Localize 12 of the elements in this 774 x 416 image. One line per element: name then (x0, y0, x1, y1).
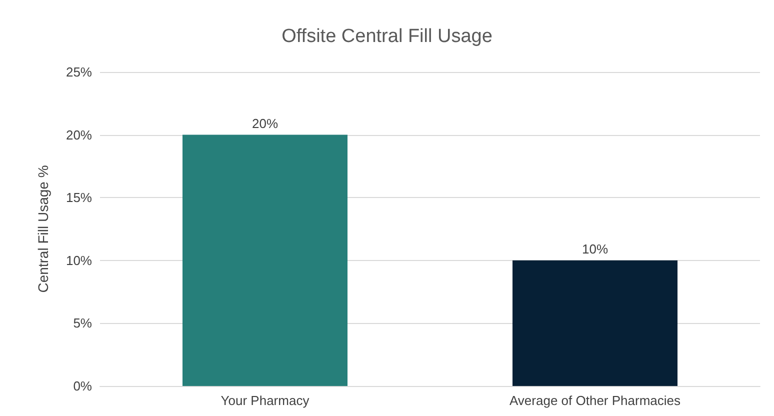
y-tick-label: 0% (73, 378, 92, 394)
y-tick-label: 15% (66, 190, 92, 206)
y-tick-label: 25% (66, 64, 92, 80)
data-label: 10% (582, 241, 608, 256)
y-tick-label: 20% (66, 127, 92, 142)
data-label: 20% (252, 116, 278, 131)
y-tick-label: 10% (66, 252, 92, 268)
x-tick-label: Average of Other Pharmacies (509, 393, 682, 408)
y-axis-title: Central Fill Usage % (35, 165, 51, 293)
chart-title: Offsite Central Fill Usage (282, 26, 492, 47)
y-tick-label: 5% (73, 316, 92, 331)
x-tick-label: Your Pharmacy (220, 393, 310, 408)
